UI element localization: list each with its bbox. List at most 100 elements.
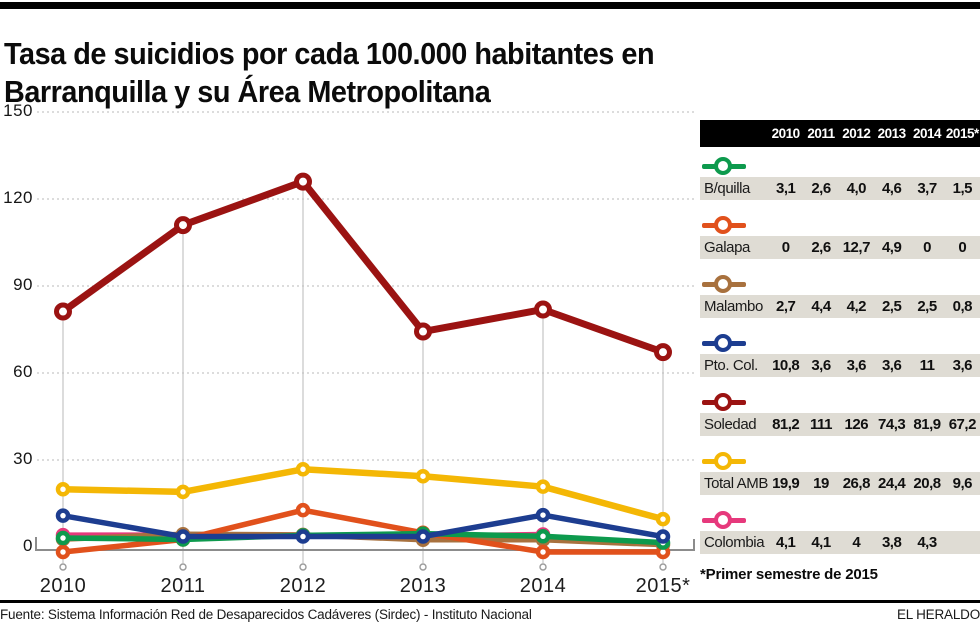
series-label: Pto. Col. xyxy=(704,357,758,374)
series-line xyxy=(60,512,666,540)
series-label: B/quilla xyxy=(704,180,750,197)
series-value: 81,9 xyxy=(913,416,941,433)
legend-series-block: Colombia 4,1 4,1 4 3,8 4,3 xyxy=(700,510,980,554)
series-value: 20,8 xyxy=(913,475,941,492)
series-value: 4,2 xyxy=(846,298,867,315)
x-tick-label: 2010 xyxy=(40,575,87,597)
data-point xyxy=(55,544,71,560)
series-marker xyxy=(700,215,748,236)
year-header: 2015* xyxy=(945,126,979,141)
year-header: 2014 xyxy=(912,126,942,141)
legend-table: 2010 2011 2012 2013 2014 2015* B/quilla 3,1 2,… xyxy=(700,120,980,583)
series-value: 2,5 xyxy=(917,298,937,315)
x-tick-label: 2013 xyxy=(400,575,447,597)
series-data-row: Malambo 2,7 4,4 4,2 2,5 2,5 0,8 xyxy=(700,295,980,318)
year-header: 2011 xyxy=(807,126,835,141)
y-tick-label: 90 xyxy=(13,275,33,294)
series-value: 9,6 xyxy=(952,475,973,492)
series-point-swatch-icon xyxy=(714,393,732,411)
y-tick-label: 30 xyxy=(13,449,33,468)
series-value: 3,8 xyxy=(881,534,902,551)
series-value: 4,6 xyxy=(881,180,902,197)
data-point xyxy=(295,502,311,518)
series-value: 19 xyxy=(813,475,829,492)
data-point xyxy=(534,300,552,319)
y-tick-label: 120 xyxy=(3,188,33,207)
series-point-swatch-icon xyxy=(714,452,732,470)
series-value: 19,9 xyxy=(772,475,800,492)
y-tick-label: 0 xyxy=(23,536,33,555)
series-marker xyxy=(700,451,748,472)
series-value: 4 xyxy=(852,534,861,551)
x-tick-label: 2012 xyxy=(280,575,327,597)
data-point xyxy=(54,302,72,321)
series-data-row: Pto. Col. 10,8 3,6 3,6 3,6 11 3,6 xyxy=(700,354,980,377)
series-line xyxy=(59,178,667,356)
series-value: 3,6 xyxy=(811,357,831,374)
data-point xyxy=(414,322,432,341)
series-marker xyxy=(700,510,748,531)
series-value: 3,6 xyxy=(952,357,973,374)
series-value: 4,9 xyxy=(881,239,902,256)
legend-series-block: Pto. Col. 10,8 3,6 3,6 3,6 11 3,6 xyxy=(700,333,980,377)
series-value: 81,2 xyxy=(772,416,800,433)
top-rule xyxy=(0,2,980,9)
data-point xyxy=(175,484,191,500)
line-chart: 0 30 60 90 120 150 2010 2011 2012 2013 2014 2015* xyxy=(3,101,696,597)
series-list: B/quilla 3,1 2,6 4,0 4,6 3,7 1,5 Galapa 0 2,6 1… xyxy=(700,156,980,554)
year-header: 2013 xyxy=(877,126,907,141)
legend-series-block: Total AMB 19,9 19 26,8 24,4 20,8 9,6 xyxy=(700,451,980,495)
series-value: 126 xyxy=(844,416,869,433)
series-value: 67,2 xyxy=(948,416,977,433)
series-value: 0 xyxy=(781,239,790,256)
series-point-swatch-icon xyxy=(714,275,732,293)
series-marker xyxy=(700,274,748,295)
series-point-swatch-icon xyxy=(714,334,732,352)
data-point xyxy=(55,508,71,523)
y-tick-label: 60 xyxy=(13,362,33,381)
series-value: 4,1 xyxy=(811,534,831,551)
series-point-swatch-icon xyxy=(714,157,732,175)
data-point xyxy=(415,529,431,544)
series-value: 3,6 xyxy=(881,357,902,374)
data-point xyxy=(415,468,431,484)
chart-title-line-2: Barranquilla y su Área Metropolitana xyxy=(4,73,491,109)
series-value: 3,1 xyxy=(775,180,796,197)
series-value: 0 xyxy=(958,239,967,256)
series-marker xyxy=(700,156,748,177)
year-dot xyxy=(419,563,427,571)
data-point xyxy=(535,507,551,523)
data-point xyxy=(295,462,311,477)
series-value: 3,6 xyxy=(846,357,867,374)
series-value: 10,8 xyxy=(772,357,800,374)
series-value: 74,3 xyxy=(878,416,906,433)
series-value: 111 xyxy=(810,416,832,433)
x-tick-label: 2014 xyxy=(520,575,567,597)
series-value: 0,8 xyxy=(952,298,973,315)
series-value: 3,7 xyxy=(917,180,937,197)
year-dot xyxy=(59,563,67,571)
data-point xyxy=(655,529,671,544)
x-tick-label: 2015* xyxy=(636,575,691,597)
legend-series-block: Malambo 2,7 4,4 4,2 2,5 2,5 0,8 xyxy=(700,274,980,318)
series-marker xyxy=(700,333,748,354)
series-value: 2,6 xyxy=(811,180,831,197)
footer: Fuente: Sistema Información Red de Desap… xyxy=(0,600,980,622)
data-point xyxy=(295,529,311,544)
series-value: 2,7 xyxy=(775,298,796,315)
legend-series-block: Soledad 81,2 111 126 74,3 81,9 67,2 xyxy=(700,392,980,436)
series-value: 4,3 xyxy=(917,534,937,551)
legend-series-block: Galapa 0 2,6 12,7 4,9 0 0 xyxy=(700,215,980,259)
year-header: 2012 xyxy=(842,126,871,141)
series-point-swatch-icon xyxy=(714,216,732,234)
year-dot xyxy=(539,563,547,571)
series-label: Soledad xyxy=(704,416,757,433)
year-dot xyxy=(179,563,187,571)
series-value: 4,4 xyxy=(811,298,831,315)
series-data-row: Galapa 0 2,6 12,7 4,9 0 0 xyxy=(700,236,980,259)
data-point xyxy=(174,216,192,235)
footnote: *Primer semestre de 2015 xyxy=(700,566,878,583)
series-label: Colombia xyxy=(704,534,765,551)
legend-series-block: B/quilla 3,1 2,6 4,0 4,6 3,7 1,5 xyxy=(700,156,980,200)
